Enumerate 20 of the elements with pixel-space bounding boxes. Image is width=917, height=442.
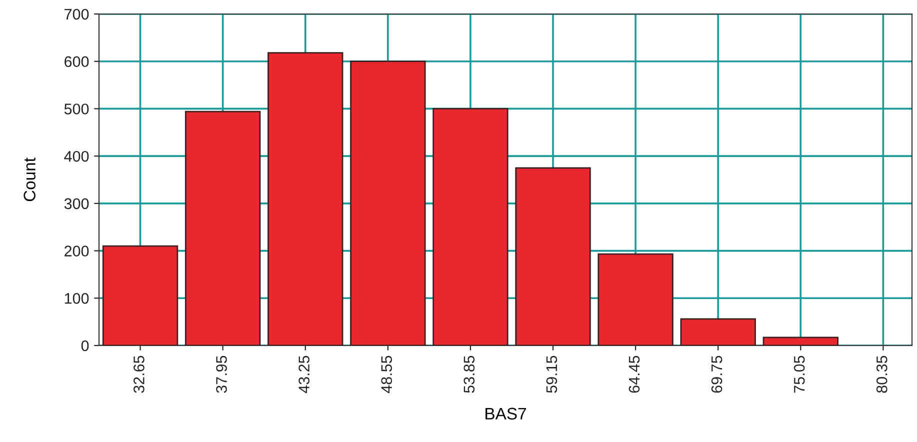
x-tick-label: 48.55 [381,356,392,394]
x-tick-label: 64.45 [628,356,640,393]
x-tick-label: 69.75 [711,356,722,393]
x-tick-label: 43.25 [298,356,310,394]
x-tick-label: 59.15 [546,356,558,393]
y-tick-label: 500 [64,104,89,114]
y-tick-label: 200 [64,246,89,256]
y-tick-label: 600 [64,56,89,68]
y-tick-label: 400 [64,150,89,162]
y-tick-label: 300 [64,198,89,210]
x-tick-label: 37.95 [216,356,227,393]
x-axis-title: BAS7 [486,408,526,420]
y-tick-label: 100 [64,293,89,304]
x-tick-label: 80.35 [876,356,888,393]
x-tick-label: 32.65 [134,356,144,393]
x-tick-label: 53.85 [464,356,475,393]
y-tick-label: 700 [64,8,89,20]
y-axis-title: Count [24,158,36,202]
x-tick-label: 75.05 [794,356,805,393]
y-tick-label: 0 [81,340,89,352]
